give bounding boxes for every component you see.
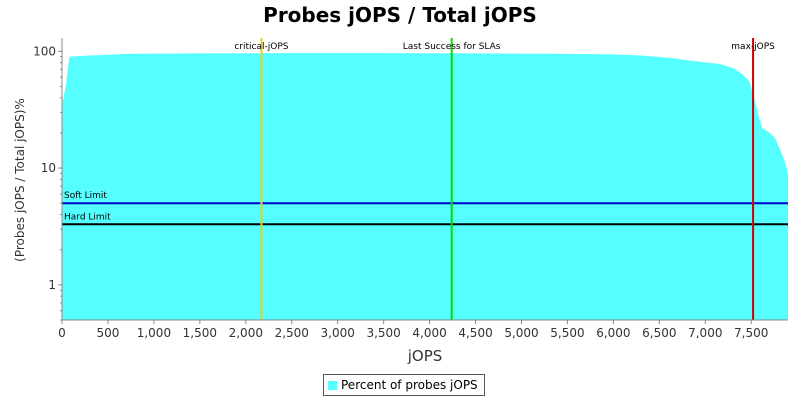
- legend: Percent of probes jOPS: [323, 374, 485, 396]
- x-tick-label-7: 3,500: [366, 326, 400, 340]
- x-tick-label-9: 4,500: [458, 326, 492, 340]
- x-tick-label-1: 500: [96, 326, 119, 340]
- x-tick-label-11: 5,500: [550, 326, 584, 340]
- vmarker-label-0: critical-jOPS: [234, 42, 288, 52]
- x-tick-label-14: 7,000: [688, 326, 722, 340]
- x-tick-label-3: 1,500: [183, 326, 217, 340]
- plot-content: Soft Limit Hard Limit critical-jOPS Last Su…: [62, 38, 788, 320]
- hmarker-label-0: Soft Limit: [64, 191, 107, 201]
- x-tick-label-4: 2,000: [229, 326, 263, 340]
- axes: 0 500 1,000 1,500 2,000 2,500 3,000 3,500 4,000 4…: [33, 38, 788, 340]
- y-tick-label-2: 100: [33, 44, 56, 58]
- x-tick-label-15: 7,500: [734, 326, 768, 340]
- x-tick-label-2: 1,000: [137, 326, 171, 340]
- y-axis-title: (Probes jOPS / Total jOPS)%: [13, 98, 27, 262]
- plot-area: Soft Limit Hard Limit critical-jOPS Last Su…: [62, 38, 788, 320]
- hmarker-label-1: Hard Limit: [64, 212, 111, 222]
- x-tick-label-0: 0: [58, 326, 66, 340]
- vmarker-label-1: Last Success for SLAs: [403, 42, 501, 52]
- legend-label: Percent of probes jOPS: [341, 378, 478, 392]
- vmarker-label-2: max-jOPS: [731, 42, 775, 52]
- chart-title: Probes jOPS / Total jOPS: [263, 3, 537, 27]
- x-tick-label-12: 6,000: [596, 326, 630, 340]
- x-tick-label-6: 3,000: [321, 326, 355, 340]
- x-axis-title: jOPS: [407, 347, 443, 365]
- area-series-0: [62, 53, 788, 320]
- y-tick-label-1: 10: [41, 161, 56, 175]
- legend-swatch: [328, 380, 337, 390]
- y-tick-label-0: 1: [48, 278, 56, 292]
- x-tick-label-8: 4,000: [412, 326, 446, 340]
- x-tick-label-10: 5,000: [504, 326, 538, 340]
- x-tick-label-5: 2,500: [275, 326, 309, 340]
- x-tick-label-13: 6,500: [642, 326, 676, 340]
